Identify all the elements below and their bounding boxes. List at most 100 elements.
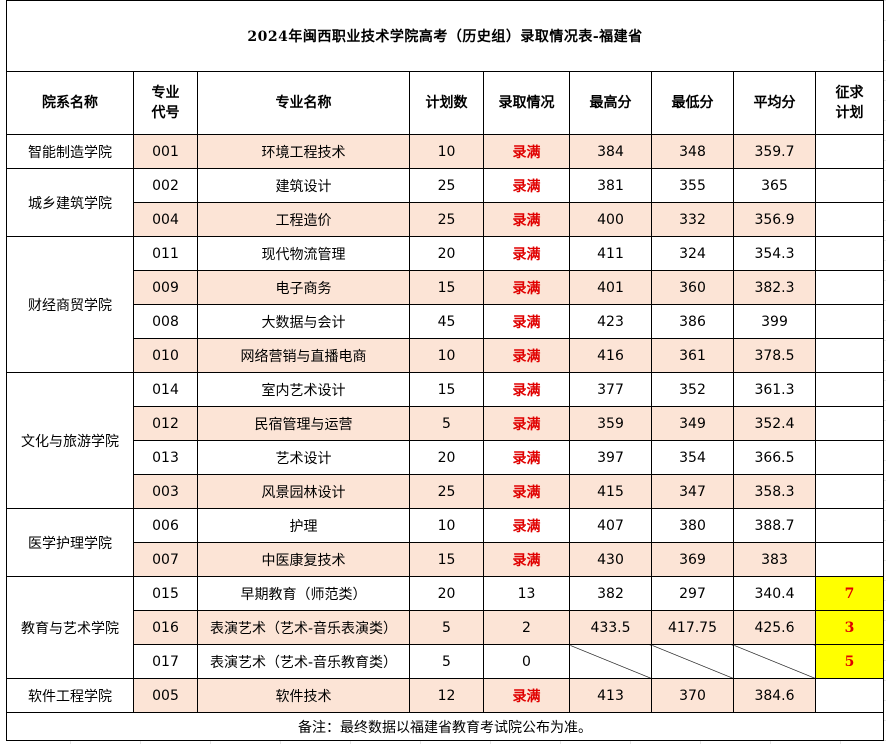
major-cell[interactable]: 表演艺术（艺术-音乐表演类）: [197, 610, 410, 645]
max-score-cell[interactable]: 359: [569, 406, 652, 441]
plan-cell[interactable]: 20: [409, 440, 484, 475]
max-score-cell[interactable]: 433.5: [569, 610, 652, 645]
plan-cell[interactable]: 20: [409, 236, 484, 271]
header-extra[interactable]: 征求 计划: [815, 71, 884, 135]
code-cell[interactable]: 011: [133, 236, 198, 271]
plan-cell[interactable]: 12: [409, 678, 484, 713]
table-title[interactable]: 2024年闽西职业技术学院高考（历史组）录取情况表-福建省: [6, 0, 884, 72]
college-cell[interactable]: 文化与旅游学院: [6, 372, 134, 509]
header-code[interactable]: 专业 代号: [133, 71, 198, 135]
footnote[interactable]: 备注：最终数据以福建省教育考试院公布为准。: [6, 712, 884, 741]
min-score-cell[interactable]: 369: [651, 542, 734, 577]
plan-cell[interactable]: 15: [409, 542, 484, 577]
college-cell[interactable]: 教育与艺术学院: [6, 576, 134, 679]
status-cell[interactable]: 录满: [483, 202, 570, 237]
major-cell[interactable]: 大数据与会计: [197, 304, 410, 339]
status-cell[interactable]: 录满: [483, 678, 570, 713]
extra-plan-cell[interactable]: [815, 508, 884, 543]
college-cell[interactable]: 医学护理学院: [6, 508, 134, 577]
max-score-cell[interactable]: 377: [569, 372, 652, 407]
max-score-cell[interactable]: 415: [569, 474, 652, 509]
major-cell[interactable]: 软件技术: [197, 678, 410, 713]
plan-cell[interactable]: 15: [409, 372, 484, 407]
avg-score-cell[interactable]: 361.3: [733, 372, 816, 407]
code-cell[interactable]: 017: [133, 644, 198, 679]
code-cell[interactable]: 015: [133, 576, 198, 611]
status-cell[interactable]: 录满: [483, 474, 570, 509]
code-cell[interactable]: 001: [133, 134, 198, 169]
min-score-cell[interactable]: 332: [651, 202, 734, 237]
code-cell[interactable]: 014: [133, 372, 198, 407]
plan-cell[interactable]: 25: [409, 202, 484, 237]
avg-score-cell[interactable]: 378.5: [733, 338, 816, 373]
max-score-cell[interactable]: [569, 644, 652, 679]
major-cell[interactable]: 表演艺术（艺术-音乐教育类）: [197, 644, 410, 679]
header-status[interactable]: 录取情况: [483, 71, 570, 135]
major-cell[interactable]: 现代物流管理: [197, 236, 410, 271]
plan-cell[interactable]: 25: [409, 168, 484, 203]
max-score-cell[interactable]: 384: [569, 134, 652, 169]
min-score-cell[interactable]: 360: [651, 270, 734, 305]
extra-plan-cell[interactable]: [815, 542, 884, 577]
code-cell[interactable]: 005: [133, 678, 198, 713]
extra-plan-cell[interactable]: [815, 406, 884, 441]
major-cell[interactable]: 早期教育（师范类）: [197, 576, 410, 611]
max-score-cell[interactable]: 400: [569, 202, 652, 237]
avg-score-cell[interactable]: 352.4: [733, 406, 816, 441]
plan-cell[interactable]: 10: [409, 508, 484, 543]
extra-plan-cell[interactable]: [815, 134, 884, 169]
min-score-cell[interactable]: 361: [651, 338, 734, 373]
extra-plan-cell[interactable]: 5: [815, 644, 884, 679]
status-cell[interactable]: 2: [483, 610, 570, 645]
avg-score-cell[interactable]: 366.5: [733, 440, 816, 475]
major-cell[interactable]: 环境工程技术: [197, 134, 410, 169]
status-cell[interactable]: 录满: [483, 338, 570, 373]
max-score-cell[interactable]: 413: [569, 678, 652, 713]
min-score-cell[interactable]: 349: [651, 406, 734, 441]
min-score-cell[interactable]: 380: [651, 508, 734, 543]
major-cell[interactable]: 工程造价: [197, 202, 410, 237]
avg-score-cell[interactable]: [733, 644, 816, 679]
code-cell[interactable]: 002: [133, 168, 198, 203]
max-score-cell[interactable]: 397: [569, 440, 652, 475]
extra-plan-cell[interactable]: [815, 202, 884, 237]
status-cell[interactable]: 录满: [483, 270, 570, 305]
extra-plan-cell[interactable]: [815, 270, 884, 305]
plan-cell[interactable]: 10: [409, 338, 484, 373]
avg-score-cell[interactable]: 354.3: [733, 236, 816, 271]
avg-score-cell[interactable]: 388.7: [733, 508, 816, 543]
header-max[interactable]: 最高分: [569, 71, 652, 135]
avg-score-cell[interactable]: 384.6: [733, 678, 816, 713]
plan-cell[interactable]: 25: [409, 474, 484, 509]
plan-cell[interactable]: 20: [409, 576, 484, 611]
college-cell[interactable]: 智能制造学院: [6, 134, 134, 169]
code-cell[interactable]: 004: [133, 202, 198, 237]
extra-plan-cell[interactable]: [815, 236, 884, 271]
min-score-cell[interactable]: [651, 644, 734, 679]
min-score-cell[interactable]: 347: [651, 474, 734, 509]
min-score-cell[interactable]: 297: [651, 576, 734, 611]
min-score-cell[interactable]: 386: [651, 304, 734, 339]
min-score-cell[interactable]: 352: [651, 372, 734, 407]
max-score-cell[interactable]: 407: [569, 508, 652, 543]
extra-plan-cell[interactable]: [815, 168, 884, 203]
header-avg[interactable]: 平均分: [733, 71, 816, 135]
major-cell[interactable]: 民宿管理与运营: [197, 406, 410, 441]
extra-plan-cell[interactable]: 7: [815, 576, 884, 611]
code-cell[interactable]: 006: [133, 508, 198, 543]
extra-plan-cell[interactable]: [815, 474, 884, 509]
avg-score-cell[interactable]: 399: [733, 304, 816, 339]
avg-score-cell[interactable]: 382.3: [733, 270, 816, 305]
avg-score-cell[interactable]: 425.6: [733, 610, 816, 645]
avg-score-cell[interactable]: 383: [733, 542, 816, 577]
code-cell[interactable]: 007: [133, 542, 198, 577]
plan-cell[interactable]: 15: [409, 270, 484, 305]
plan-cell[interactable]: 5: [409, 610, 484, 645]
header-plan[interactable]: 计划数: [409, 71, 484, 135]
min-score-cell[interactable]: 355: [651, 168, 734, 203]
status-cell[interactable]: 录满: [483, 372, 570, 407]
plan-cell[interactable]: 45: [409, 304, 484, 339]
code-cell[interactable]: 016: [133, 610, 198, 645]
min-score-cell[interactable]: 348: [651, 134, 734, 169]
major-cell[interactable]: 室内艺术设计: [197, 372, 410, 407]
